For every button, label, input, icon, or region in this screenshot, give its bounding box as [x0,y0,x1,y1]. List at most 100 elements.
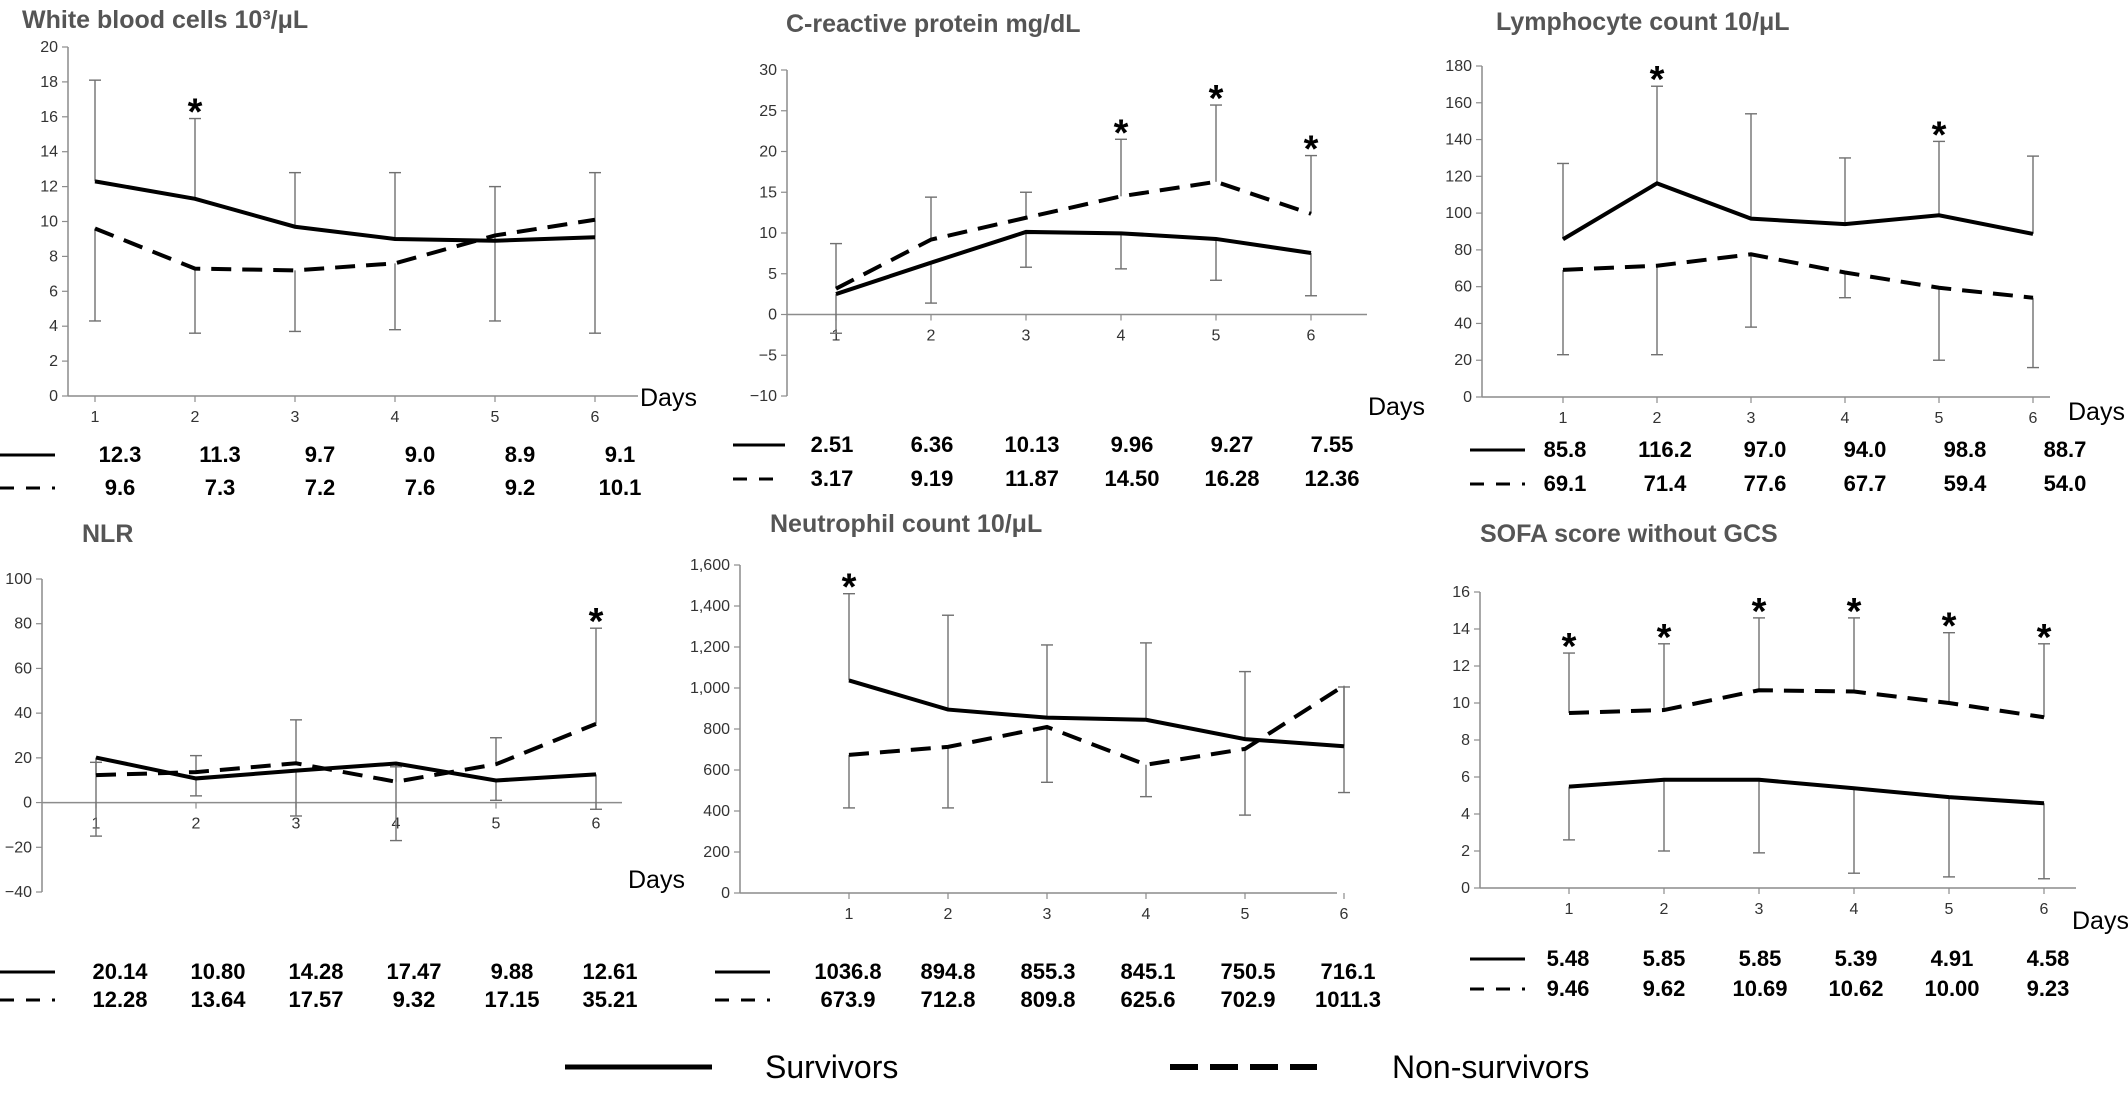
x-tick-label: 1 [91,409,100,426]
y-tick-label: 0 [1461,880,1470,897]
value-non-survivors: 7.2 [305,475,336,500]
y-tick-label: 40 [14,705,32,722]
x-tick-label: 5 [1945,901,1954,918]
series-survivors-line [95,755,597,783]
value-non-survivors: 71.4 [1644,471,1688,496]
value-survivors: 97.0 [1744,437,1787,462]
significance-marker: * [1657,617,1672,659]
y-tick-label: 20 [14,750,32,767]
y-tick-label: 0 [768,307,777,324]
value-survivors: 855.3 [1020,959,1075,984]
x-tick-label: 6 [592,816,601,833]
value-non-survivors: 59.4 [1944,471,1988,496]
significance-marker: * [1932,114,1947,156]
y-tick-label: 6 [1461,769,1470,786]
significance-marker: * [842,567,857,609]
value-survivors: 10.80 [190,959,245,984]
value-non-survivors: 712.8 [920,987,975,1012]
value-survivors: 894.8 [920,959,975,984]
panel-lymphocyte-count-10-l: Lymphocyte count 10/μL 0 20 40 60 80 100 120 140… [1445,8,2125,496]
value-non-survivors: 673.9 [820,987,875,1012]
x-tick-label: 1 [832,328,841,345]
value-survivors: 85.8 [1544,437,1587,462]
x-tick-label: 2 [191,409,200,426]
value-survivors: 17.47 [386,959,441,984]
value-non-survivors: 9.46 [1547,976,1590,1001]
y-tick-label: −5 [759,347,777,364]
y-tick-label: 1,600 [690,557,730,574]
y-tick-label: 100 [1445,205,1472,222]
y-tick-label: 180 [1445,58,1472,75]
value-survivors: 88.7 [2044,437,2087,462]
value-non-survivors: 10.62 [1828,976,1883,1001]
value-non-survivors: 625.6 [1120,987,1175,1012]
series-non-survivors-line [94,217,596,273]
value-survivors: 12.61 [582,959,637,984]
value-non-survivors: 16.28 [1204,466,1259,491]
panel-title: SOFA score without GCS [1480,520,1778,548]
x-tick-label: 6 [1340,906,1349,923]
value-survivors: 9.96 [1111,432,1154,457]
value-non-survivors: 12.36 [1304,466,1359,491]
value-non-survivors: 3.17 [811,466,854,491]
value-survivors: 116.2 [1638,437,1692,462]
value-non-survivors: 13.64 [190,987,246,1012]
y-tick-label: 600 [703,762,730,779]
x-tick-label: 1 [845,906,854,923]
y-tick-label: 14 [1452,621,1470,638]
value-non-survivors: 10.1 [599,475,642,500]
value-survivors: 2.51 [811,432,854,457]
y-tick-label: 80 [14,616,32,633]
panel-white-blood-cells-10-l: White blood cells 10³/μL0246810121416182… [0,6,697,500]
value-non-survivors: 10.00 [1924,976,1979,1001]
panel-title: White blood cells 10³/μL [22,6,308,34]
y-tick-label: 20 [40,39,58,56]
x-tick-label: 3 [292,816,301,833]
value-non-survivors: 9.19 [911,466,954,491]
y-tick-label: 120 [1445,168,1472,185]
value-non-survivors: 7.6 [405,475,436,500]
y-tick-label: 6 [49,283,58,300]
x-axis-label: Days [1368,393,1425,421]
y-tick-label: 400 [703,803,730,820]
significance-marker: * [188,92,203,134]
y-tick-label: 4 [1461,806,1470,823]
series-non-survivors-line [95,721,597,784]
significance-marker: * [589,601,604,643]
value-survivors: 4.58 [2027,946,2070,971]
value-non-survivors: 702.9 [1220,987,1275,1012]
y-tick-label: −20 [5,839,32,856]
y-tick-label: 4 [49,318,58,335]
y-tick-label: 200 [703,844,730,861]
x-tick-label: 4 [1117,328,1126,345]
significance-marker: * [1847,591,1862,633]
x-tick-label: 3 [1755,901,1764,918]
value-survivors: 1036.8 [814,959,881,984]
series-non-survivors-line [1562,252,2034,300]
value-survivors: 5.39 [1835,946,1878,971]
x-axis-label: Days [628,866,685,894]
value-non-survivors: 9.23 [2027,976,2070,1001]
y-tick-label: 20 [1454,352,1472,369]
x-tick-label: 5 [491,409,500,426]
x-tick-label: 5 [1212,328,1221,345]
y-tick-label: 1,000 [690,680,730,697]
value-survivors: 12.3 [99,442,142,467]
value-survivors: 11.3 [199,442,241,467]
y-tick-label: 800 [703,721,730,738]
y-tick-label: 0 [23,795,32,812]
value-non-survivors: 67.7 [1844,471,1887,496]
value-non-survivors: 69.1 [1544,471,1587,496]
y-tick-label: 60 [14,660,32,677]
value-non-survivors: 35.21 [582,987,637,1012]
y-tick-label: 16 [1452,584,1470,601]
series-survivors-line [848,678,1345,749]
x-tick-label: 5 [492,816,501,833]
value-survivors: 9.1 [605,442,636,467]
x-tick-label: 4 [1850,901,1859,918]
x-tick-label: 6 [591,409,600,426]
y-tick-label: 10 [759,225,777,242]
series-non-survivors-line [1568,688,2045,720]
